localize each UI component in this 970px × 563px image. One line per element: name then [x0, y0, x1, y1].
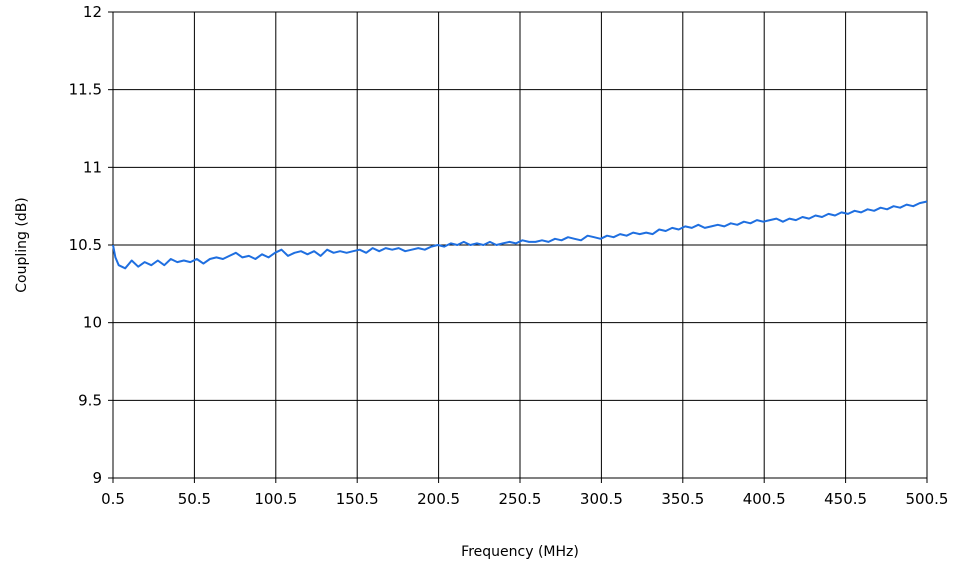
x-tick-label: 400.5	[743, 490, 786, 508]
y-tick-label: 11	[83, 158, 102, 176]
x-axis-title: Frequency (MHz)	[461, 544, 579, 560]
x-tick-label: 450.5	[824, 490, 867, 508]
y-tick-label: 10.5	[69, 236, 102, 254]
x-tick-label: 300.5	[580, 490, 623, 508]
x-tick-label: 250.5	[499, 490, 542, 508]
grid	[112, 11, 928, 479]
y-axis-title: Coupling (dB)	[14, 197, 30, 293]
x-tick-label: 0.5	[101, 490, 125, 508]
x-tick-label: 150.5	[336, 490, 379, 508]
y-tick-label: 10	[83, 314, 102, 332]
x-axis: 0.5 50.5 100.5 150.5 200.5 250.5 300.5 350.5 400…	[101, 478, 948, 508]
x-tick-label: 200.5	[417, 490, 460, 508]
series-group	[112, 200, 928, 270]
y-tick-label: 12	[83, 3, 102, 21]
y-tick-label: 11.5	[69, 81, 102, 99]
x-tick-label: 350.5	[661, 490, 704, 508]
y-tick-label: 9.5	[78, 391, 102, 409]
series-line-0	[112, 200, 928, 270]
x-tick-label: 100.5	[254, 490, 297, 508]
x-tick-label: 50.5	[178, 490, 211, 508]
x-tick-label: 500.5	[906, 490, 949, 508]
y-axis: 9 9.5 10 10.5 11 11.5 12	[69, 3, 113, 487]
y-tick-label: 9	[92, 469, 102, 487]
